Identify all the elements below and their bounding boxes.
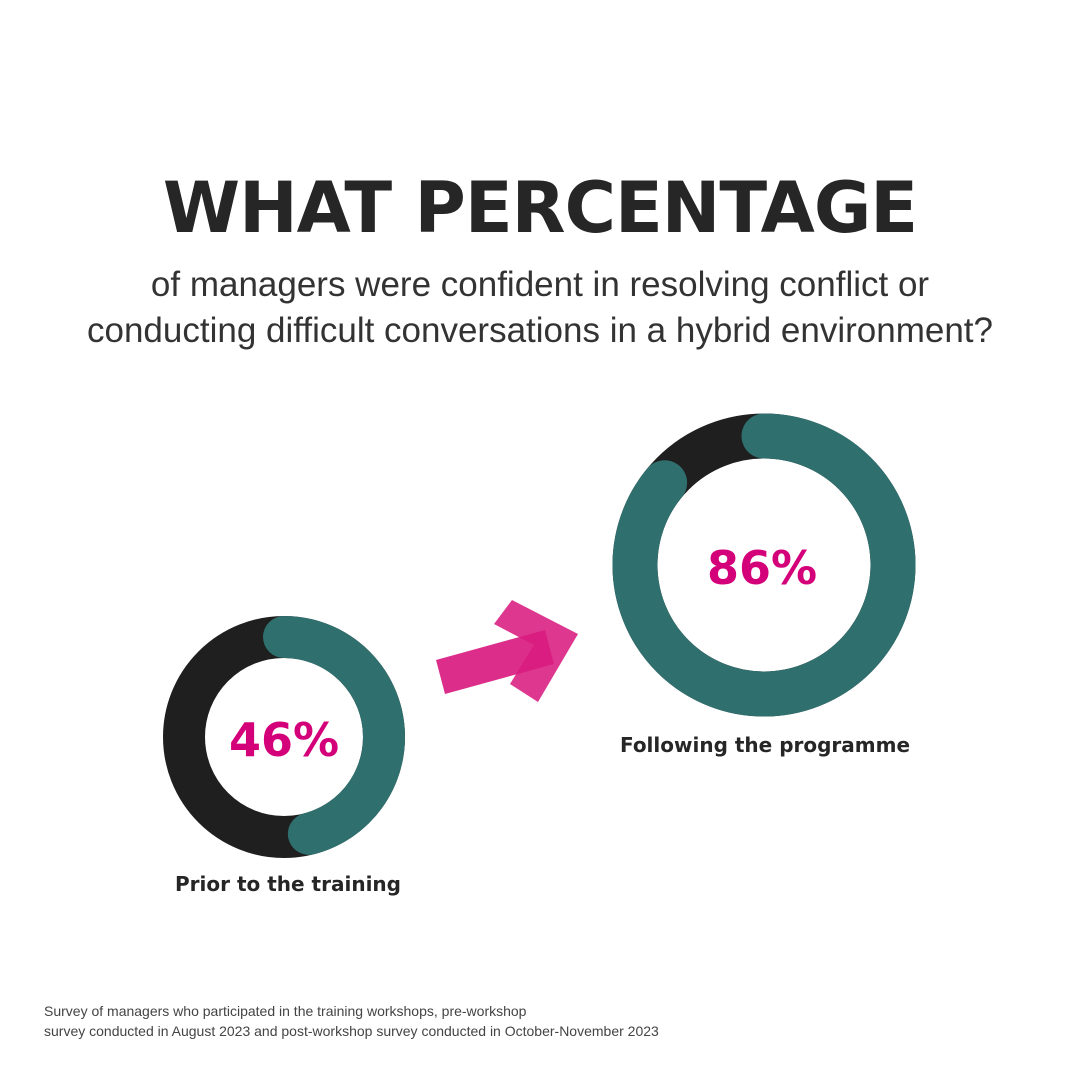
donut-after [612, 413, 916, 717]
label-before: Prior to the training [175, 872, 401, 896]
footnote-line-2: survey conducted in August 2023 and post… [44, 1023, 659, 1039]
donut-before [163, 616, 405, 858]
page-title: WHAT PERCENTAGE [162, 167, 918, 249]
footnote-line-1: Survey of managers who participated in t… [44, 1003, 527, 1019]
arrow-shaft [436, 630, 554, 694]
subtitle-line-2: conducting difficult conversations in a … [87, 311, 993, 350]
arrow-head [494, 600, 578, 702]
subtitle-line-1: of managers were confident in resolving … [150, 265, 930, 304]
value-label-after: 86% [707, 541, 817, 595]
donut-value-arc-after [612, 413, 916, 717]
value-label-before: 46% [229, 713, 339, 767]
label-after: Following the programme [619, 733, 911, 757]
donut-value-arc-before [263, 616, 405, 855]
page-subtitle: of managers were confident in resolving … [0, 262, 1080, 354]
arrow-icon [436, 600, 578, 702]
footnote: Survey of managers who participated in t… [44, 1001, 659, 1041]
